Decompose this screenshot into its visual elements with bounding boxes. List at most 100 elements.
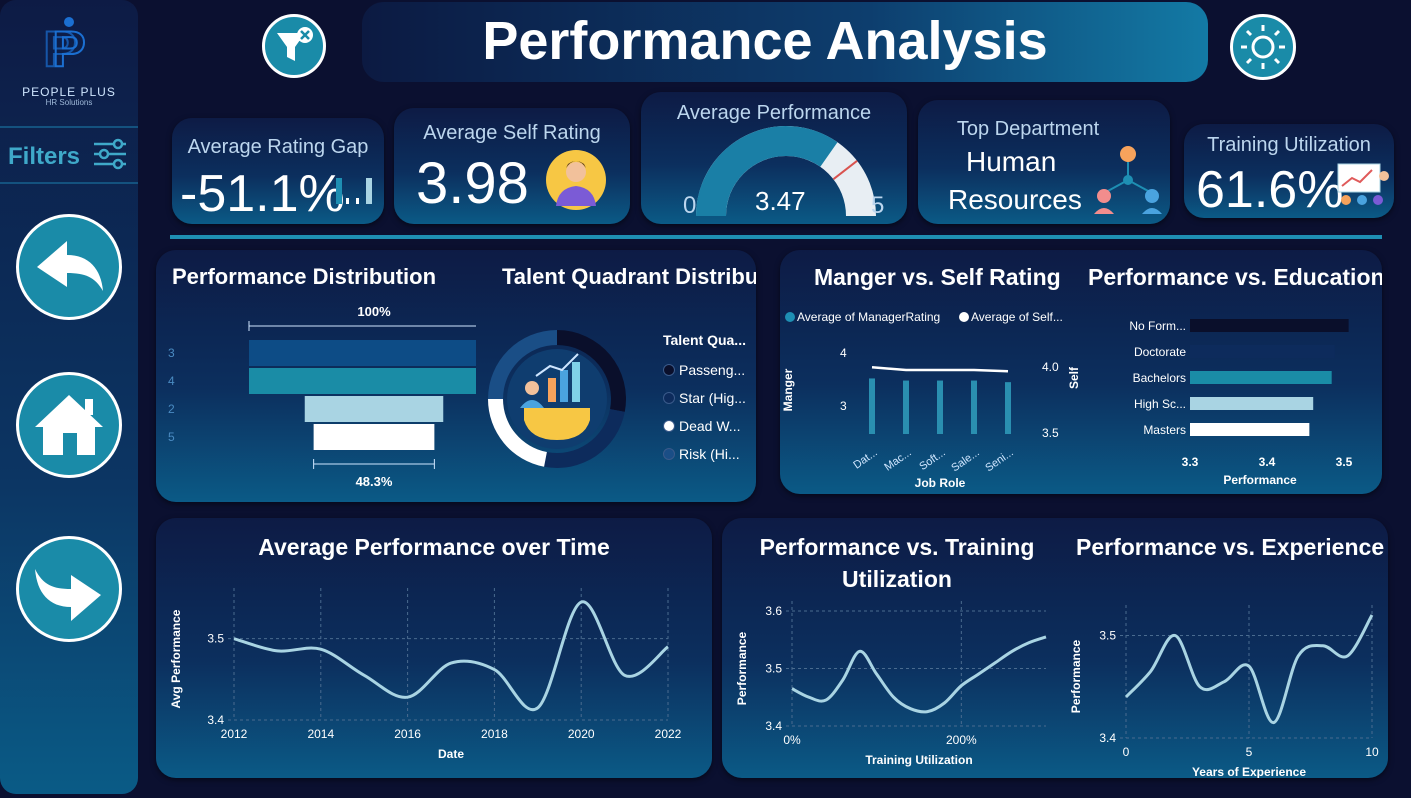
logo-brand: PEOPLE PLUS <box>22 85 116 99</box>
y-tick-label: High Sc... <box>1134 397 1186 411</box>
manager-self-title: Manger vs. Self Rating <box>814 264 1061 290</box>
filter-clear-icon <box>277 27 313 61</box>
funnel-category-label: 3 <box>168 346 175 360</box>
legend-dot <box>785 312 795 322</box>
donut-slice <box>544 409 625 468</box>
logo-sub: HR Solutions <box>45 98 93 107</box>
svg-text:P: P <box>52 21 85 77</box>
training-presentation-icon <box>1337 163 1389 205</box>
section-divider <box>170 235 1382 239</box>
quadrant-donut-chart <box>488 330 626 468</box>
x-tick-label: 2022 <box>655 727 682 741</box>
x-tick-label: Sale... <box>949 447 981 475</box>
sliders-icon[interactable] <box>92 136 128 172</box>
training-chart: 0% 200% 3.6 3.5 3.4 Training Utilization Perfo… <box>735 601 1047 767</box>
funnel-bar <box>249 340 476 366</box>
kpi-value: 61.6% <box>1196 161 1344 218</box>
x-axis-label: Training Utilization <box>865 753 972 767</box>
y-axis-label: Performance <box>735 631 749 705</box>
y-axis-label: Avg Performance <box>169 609 183 708</box>
kpi-label: Average Performance <box>676 102 872 124</box>
divider <box>0 126 138 128</box>
series-line <box>233 600 669 712</box>
chart-bar-icon <box>572 362 580 402</box>
legend-label: Risk (Hi... <box>679 446 740 462</box>
back-button[interactable] <box>16 214 122 320</box>
theme-toggle-button[interactable] <box>1230 14 1296 80</box>
funnel-category-label: 5 <box>168 430 175 444</box>
funnel-title: Performance Distribution <box>172 264 437 289</box>
kpi-value: 3.98 <box>416 151 529 216</box>
x-tick-label: 2012 <box>221 727 248 741</box>
funnel-chart: 100% 3 4 2 5 48.3% <box>168 304 476 489</box>
gauge-min: 0 <box>683 192 697 219</box>
kpi-self-rating: Average Self Rating 3.98 <box>394 108 630 224</box>
x-tick-label: 2014 <box>307 727 334 741</box>
gauge-value: 3.47 <box>755 186 806 216</box>
x-axis-label: Date <box>438 747 464 761</box>
y-tick-label: Masters <box>1143 423 1186 437</box>
training-title-line1: Performance vs. Training <box>759 534 1035 560</box>
chart-bar-icon <box>548 378 556 402</box>
quadrant-legend-title: Talent Qua... <box>663 332 746 348</box>
filters-label[interactable]: Filters <box>8 143 81 170</box>
funnel-bar <box>313 424 435 450</box>
funnel-bar <box>249 368 476 394</box>
x-axis-label: Performance <box>1223 473 1297 487</box>
y-axis-label: Manger <box>781 368 795 411</box>
kpi-top-department: Top Department Human Resources <box>918 100 1170 224</box>
kpi-value-line2: Resources <box>948 184 1082 215</box>
legend-item[interactable]: Star (Hig... <box>663 384 746 412</box>
x-tick-label: 0 <box>1123 745 1130 759</box>
x-tick-label: Seni... <box>983 447 1015 475</box>
kpi-rating-gap: Average Rating Gap -51.1% <box>172 118 384 224</box>
y-tick-label: Doctorate <box>1134 345 1186 359</box>
series-line <box>791 635 1047 714</box>
divider <box>0 182 138 184</box>
x-tick-label: 2016 <box>394 727 421 741</box>
legend-dot <box>663 420 675 432</box>
education-bar <box>1190 371 1332 384</box>
quadrant-legend: Passeng... Star (Hig... Dead W... Risk (Hi.… <box>663 356 746 468</box>
x-tick-label: 3.5 <box>1336 455 1353 469</box>
education-chart: No Form... Doctorate Bachelors High Sc... Ma… <box>1129 319 1353 487</box>
y-tick-label: 3.5 <box>765 662 782 676</box>
legend-item[interactable]: Risk (Hi... <box>663 440 746 468</box>
kpi-label: Training Utilization <box>1207 134 1371 156</box>
legend-label: Star (Hig... <box>679 390 746 406</box>
x-tick-label: 0% <box>783 733 801 747</box>
legend-dot <box>663 364 675 376</box>
manager-rating-bar <box>937 380 943 434</box>
y-tick-label: 3.4 <box>765 719 782 733</box>
forward-button[interactable] <box>16 536 122 642</box>
legend-label: Dead W... <box>679 418 741 434</box>
clear-filters-button[interactable] <box>262 14 326 78</box>
x-tick-label: 3.4 <box>1259 455 1276 469</box>
legend-item[interactable]: Passeng... <box>663 356 746 384</box>
x-tick-label: Mac... <box>882 447 913 474</box>
manager-self-chart: Average of ManagerRating Average of Self.… <box>781 310 1080 490</box>
home-button[interactable] <box>16 372 122 478</box>
distribution-card: Performance Distribution Talent Quadrant… <box>156 250 756 502</box>
education-bar <box>1190 319 1349 332</box>
x-tick-label: Soft... <box>917 447 947 473</box>
legend-item[interactable]: Dead W... <box>663 412 746 440</box>
funnel-top-label: 100% <box>357 304 391 319</box>
home-icon <box>35 395 103 455</box>
legend-label: Passeng... <box>679 362 746 378</box>
education-bar <box>1190 345 1335 358</box>
x-tick-label: 200% <box>946 733 977 747</box>
gauge-max: 5 <box>871 192 885 219</box>
x-tick-label: 2020 <box>568 727 595 741</box>
y-tick-label: 3.5 <box>207 632 224 646</box>
y2-tick-label: 4.0 <box>1042 360 1059 374</box>
team-network-icon <box>1094 146 1162 214</box>
kpi-value: -51.1% <box>180 165 345 223</box>
y2-tick-label: 3.5 <box>1042 426 1059 440</box>
manager-rating-bar <box>903 380 909 434</box>
y2-axis-label: Self <box>1067 366 1080 389</box>
manager-rating-bar <box>869 378 875 434</box>
x-tick-label: 10 <box>1365 745 1379 759</box>
back-arrow-icon <box>37 241 103 291</box>
person-avatar-icon <box>546 150 606 210</box>
